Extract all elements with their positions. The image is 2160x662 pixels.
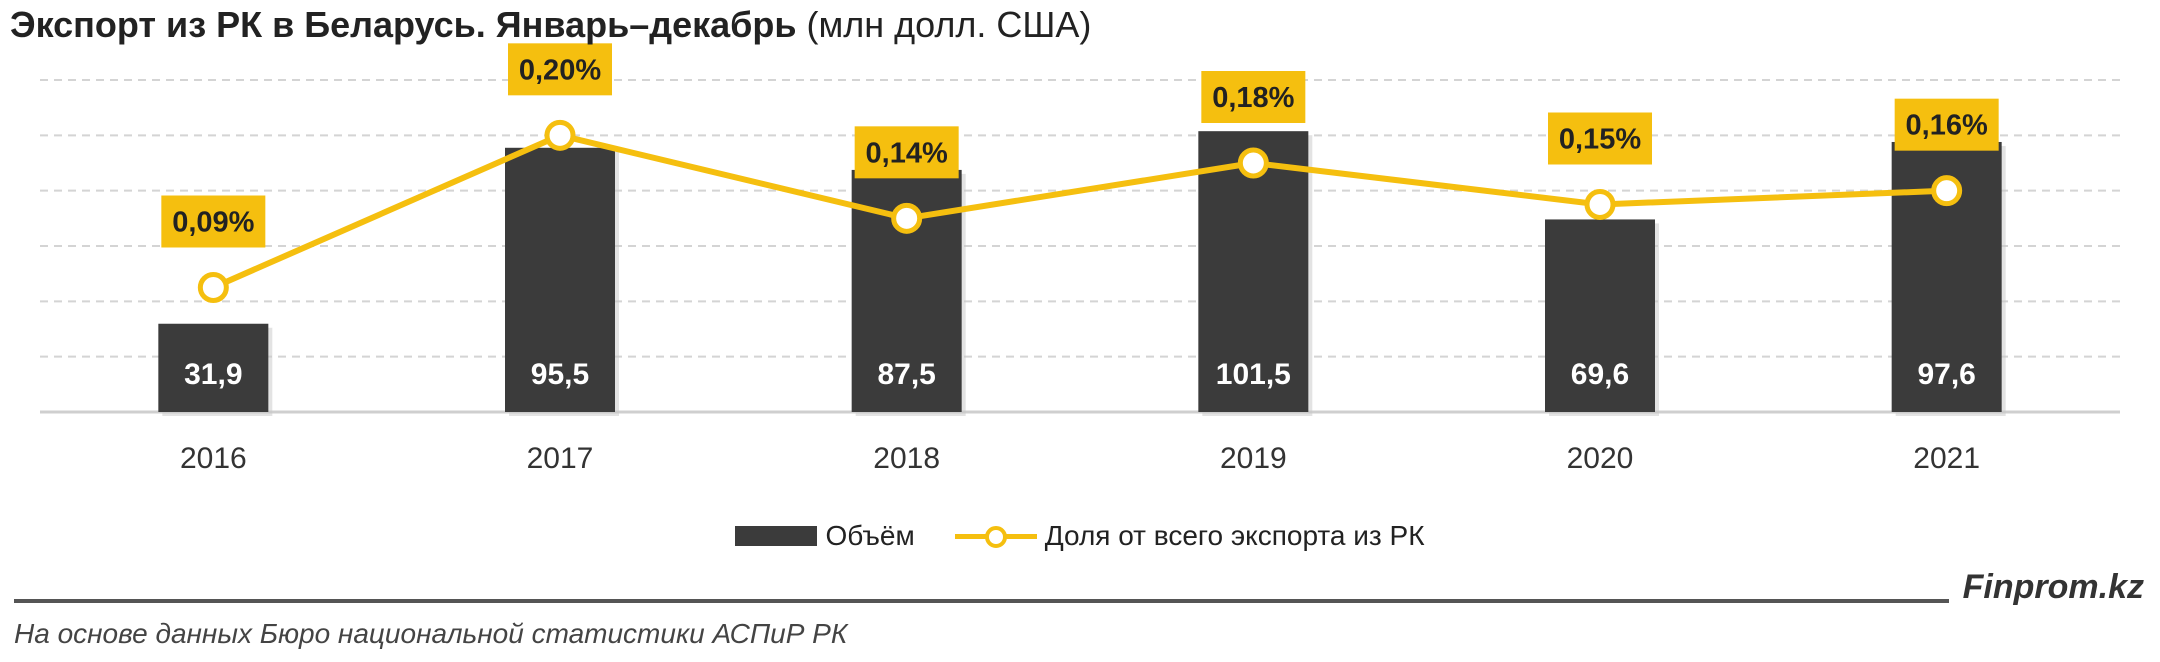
share-point: [1237, 147, 1269, 179]
legend-item-bars: Объём: [735, 520, 915, 552]
share-point: [544, 119, 576, 151]
legend-bar-label: Объём: [825, 520, 915, 551]
chart-title-main: Экспорт из РК в Беларусь. Январь–декабрь: [10, 4, 797, 45]
bar: [1545, 219, 1655, 412]
legend-line-label: Доля от всего экспорта из РК: [1044, 520, 1425, 551]
x-tick-label: 2019: [1220, 442, 1287, 475]
share-value-label: 0,20%: [519, 54, 601, 86]
legend-item-line: Доля от всего экспорта из РК: [954, 520, 1425, 552]
share-label-box: [854, 126, 959, 179]
x-tick-label: 2017: [527, 442, 594, 475]
legend-bar-swatch: [735, 526, 818, 546]
share-label-box: [1201, 71, 1306, 123]
chart-title: Экспорт из РК в Беларусь. Январь–декабрь…: [10, 4, 1091, 46]
chart-title-unit: (млн долл. США): [806, 4, 1092, 45]
bar-value-label: 95,5: [531, 358, 589, 391]
legend-line-swatch: [954, 521, 1037, 551]
share-value-label: 0,18%: [1212, 82, 1294, 114]
share-point: [891, 202, 923, 234]
source-note: На основе данных Бюро национальной стати…: [14, 618, 848, 649]
brand-logo: Finprom.kz: [1962, 568, 2144, 606]
share-label-box: [1548, 112, 1652, 165]
share-point: [1931, 175, 1963, 207]
share-value-label: 0,16%: [1906, 110, 1988, 142]
x-tick-label: 2020: [1567, 442, 1634, 475]
x-tick-label: 2021: [1913, 442, 1980, 475]
bar-value-label: 101,5: [1216, 358, 1291, 391]
bar: [158, 323, 269, 412]
bar-value-label: 87,5: [877, 358, 935, 391]
x-tick-label: 2018: [873, 442, 940, 475]
legend: Объём Доля от всего экспорта из РК: [0, 520, 2160, 552]
bar-value-label: 69,6: [1571, 358, 1629, 391]
share-value-label: 0,09%: [172, 207, 254, 239]
bar: [505, 147, 615, 413]
share-value-label: 0,14%: [866, 137, 948, 169]
share-point: [1584, 189, 1616, 220]
share-label-box: [1894, 98, 1999, 151]
footer-divider: [14, 599, 1949, 603]
bar-value-label: 31,9: [184, 358, 242, 391]
share-line: [212, 132, 1947, 291]
share-point: [197, 272, 229, 303]
share-value-label: 0,15%: [1559, 124, 1641, 156]
bar-value-label: 97,6: [1917, 358, 1975, 391]
share-label-box: [508, 43, 612, 96]
share-label-box: [161, 195, 266, 248]
x-tick-label: 2016: [180, 442, 247, 475]
